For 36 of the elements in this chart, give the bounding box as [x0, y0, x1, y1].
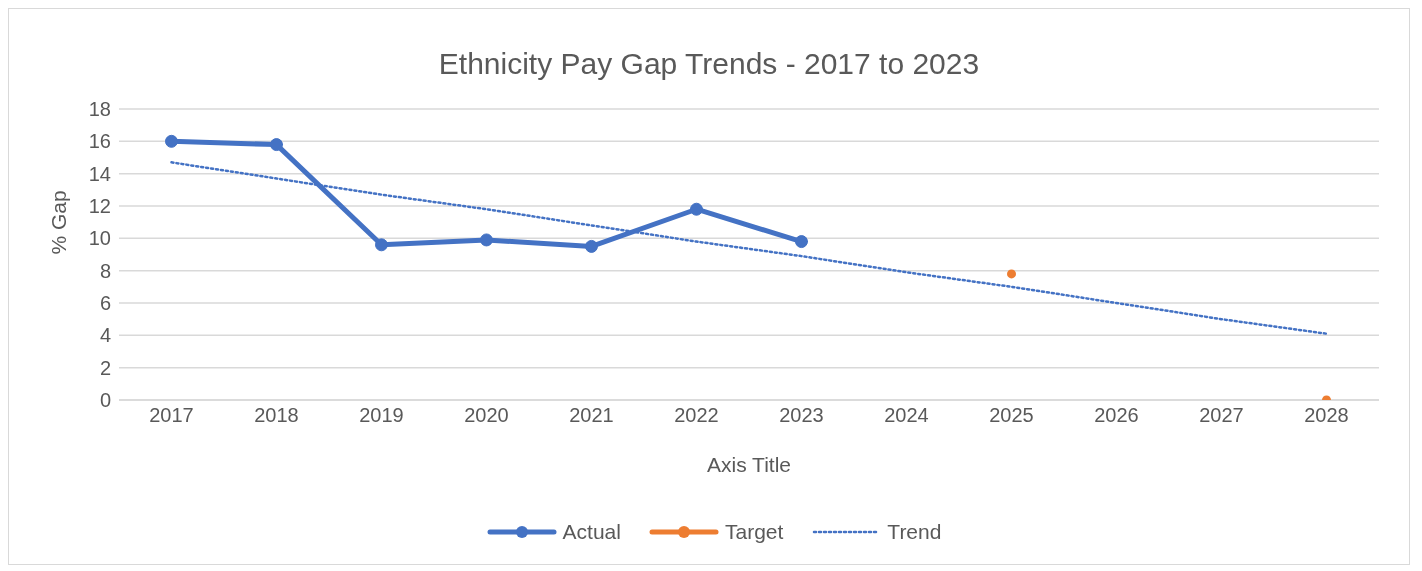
point: [690, 202, 703, 216]
x-tick-label: 2022: [674, 404, 719, 427]
x-tick-label: 2018: [254, 404, 299, 427]
y-tick-label: 4: [99, 324, 111, 347]
point: [375, 238, 388, 252]
x-tick-label: 2020: [464, 404, 509, 427]
y-tick-label: 6: [99, 292, 111, 315]
x-tick-label: 2025: [989, 404, 1034, 427]
point: [270, 138, 283, 152]
x-tick-label: 2026: [1094, 404, 1139, 427]
legend-label: Trend: [887, 520, 942, 544]
point: [1006, 269, 1017, 279]
x-tick-label: 2017: [149, 404, 194, 427]
x-tick-label: 2024: [884, 404, 929, 427]
y-tick-label: 18: [88, 98, 111, 121]
x-tick-label: 2021: [569, 404, 614, 427]
x-tick-label: 2028: [1304, 404, 1349, 427]
y-tick-label: 10: [88, 227, 111, 250]
point: [795, 235, 808, 249]
x-tick-label: 2019: [359, 404, 404, 427]
y-axis-title: % Gap: [47, 190, 71, 255]
y-tick-label: 16: [88, 130, 111, 153]
y-tick-label: 2: [99, 356, 111, 379]
chart-title: Ethnicity Pay Gap Trends - 2017 to 2023: [437, 47, 981, 81]
y-tick-label: 12: [88, 195, 111, 218]
point: [165, 134, 178, 148]
x-tick-label: 2027: [1199, 404, 1244, 427]
legend-label: Target: [724, 520, 784, 544]
point: [480, 233, 493, 247]
x-tick-label: 2023: [779, 404, 824, 427]
y-tick-label: 8: [99, 259, 111, 282]
y-tick-label: 0: [99, 389, 111, 412]
legend-label: Actual: [562, 520, 621, 544]
point: [585, 239, 598, 253]
y-tick-label: 14: [88, 162, 111, 185]
x-axis-title: Axis Title: [706, 453, 792, 476]
